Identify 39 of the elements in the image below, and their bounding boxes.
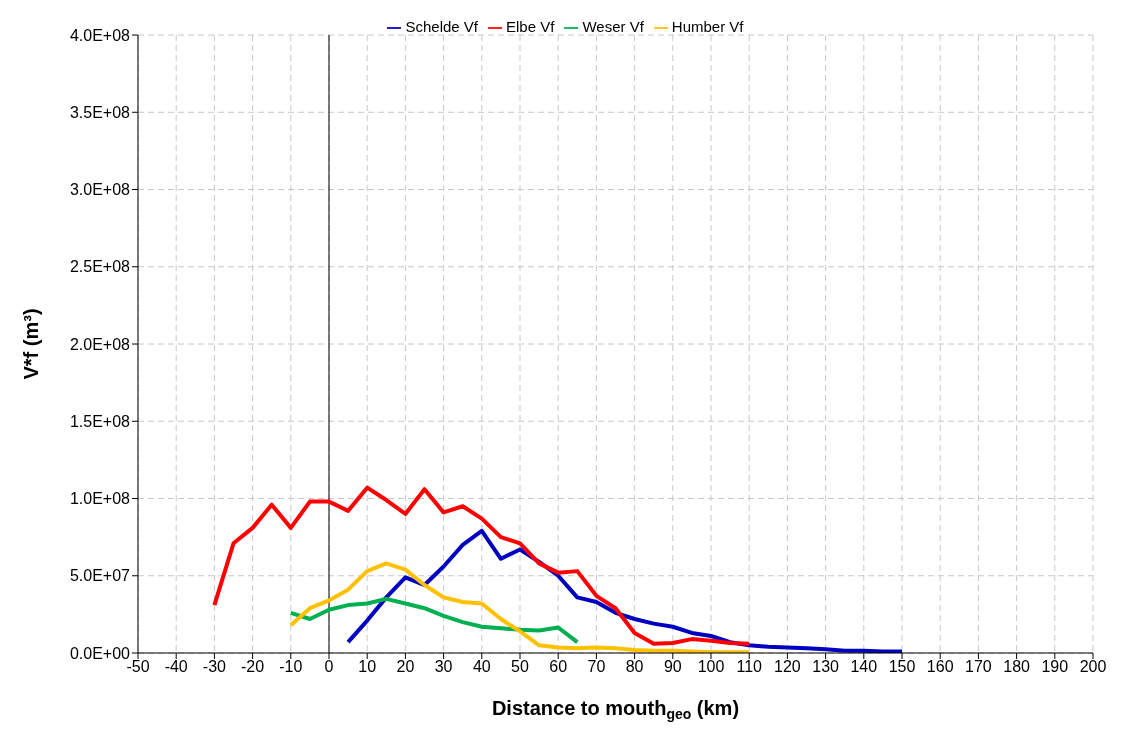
x-tick-label: 90 (663, 658, 682, 676)
x-tick-label: 190 (1041, 658, 1069, 676)
x-tick-label: -10 (279, 658, 303, 676)
legend-label: Humber Vf (671, 18, 744, 35)
x-tick-label: 100 (697, 658, 725, 676)
x-tick-label: 60 (549, 658, 568, 676)
x-tick-label: 130 (812, 658, 840, 676)
y-tick-label: 1.5E+08 (69, 412, 131, 430)
x-tick-label: 0 (324, 658, 334, 676)
x-tick-label: 50 (511, 658, 529, 676)
y-tick-label: 3.5E+08 (69, 103, 131, 121)
y-tick-label: 3.0E+08 (69, 181, 131, 199)
x-tick-label: -30 (202, 658, 227, 676)
y-tick-label: 1.0E+08 (69, 490, 131, 508)
y-tick-label: 5.0E+07 (69, 567, 131, 585)
legend-label: Schelde Vf (405, 18, 479, 35)
y-tick-label: 2.0E+08 (69, 335, 131, 353)
x-tick-label: 40 (472, 658, 491, 676)
x-tick-label: 120 (774, 658, 801, 676)
x-tick-label: 110 (736, 658, 763, 676)
y-axis-title: V*f (m³) (20, 308, 42, 380)
y-tick-label: 2.5E+08 (69, 258, 131, 276)
x-tick-label: 150 (888, 658, 916, 676)
x-tick-label: 160 (926, 658, 954, 676)
x-tick-label: 20 (396, 658, 415, 676)
x-tick-label: -20 (241, 658, 265, 676)
x-tick-label: 10 (358, 658, 377, 676)
x-tick-label: 80 (625, 658, 644, 676)
x-tick-label: 180 (1003, 658, 1031, 676)
x-tick-label: 200 (1079, 658, 1107, 676)
legend-label: Elbe Vf (506, 18, 555, 35)
x-axis-title: Distance to mouth$_{geo}$ (km) (491, 697, 740, 723)
y-tick-label: 4.0E+08 (69, 26, 131, 44)
x-tick-label: 140 (850, 658, 878, 676)
x-tick-label: 30 (434, 658, 453, 676)
x-tick-label: 170 (965, 658, 992, 676)
x-tick-label: -40 (164, 658, 188, 676)
legend-label: Weser Vf (582, 18, 644, 35)
x-tick-label: 70 (587, 658, 606, 676)
